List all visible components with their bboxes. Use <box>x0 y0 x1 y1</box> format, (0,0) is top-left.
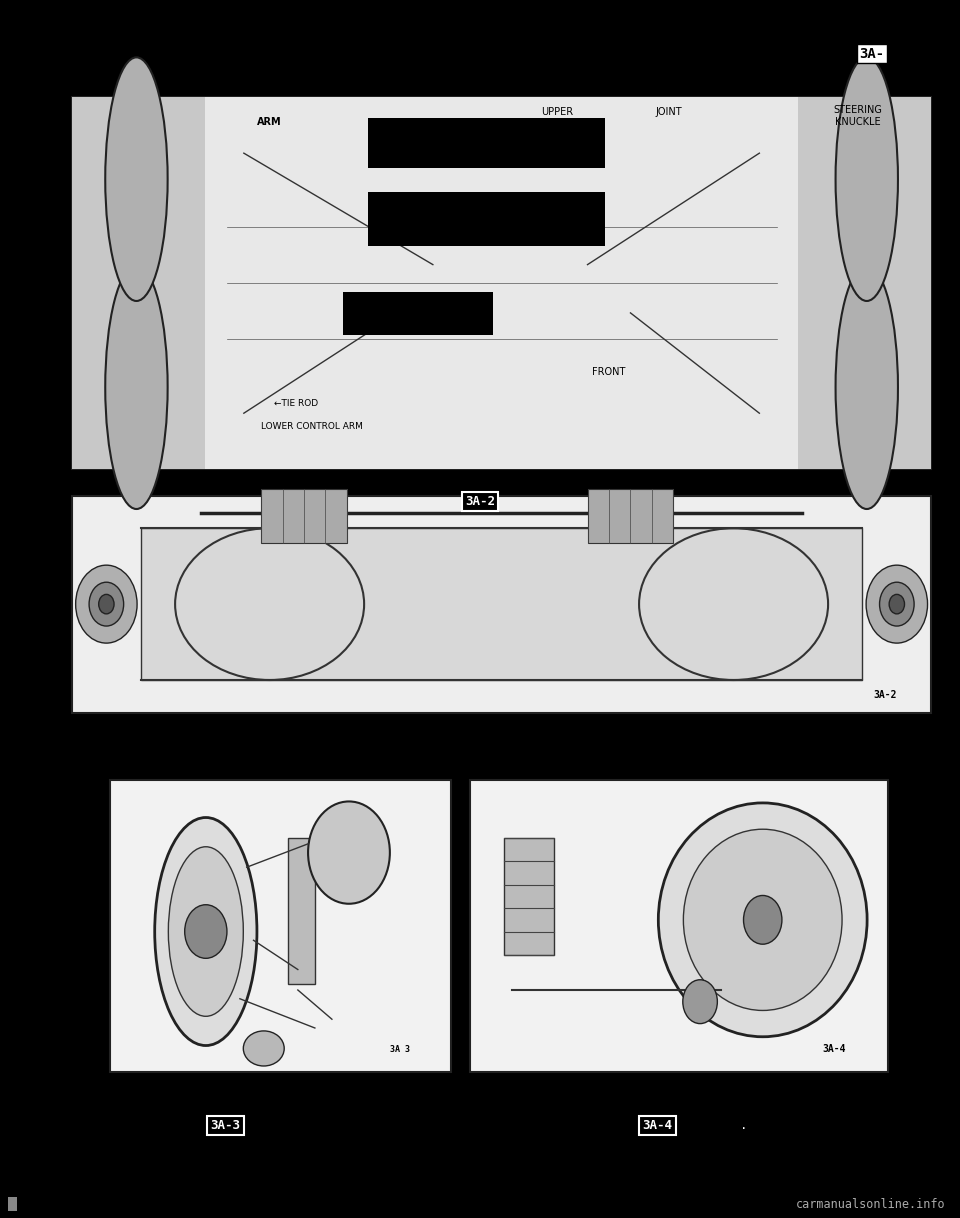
Text: 3A-2: 3A-2 <box>465 496 495 508</box>
Text: STEERING MAST: STEERING MAST <box>395 219 468 228</box>
Bar <box>288 838 315 984</box>
Text: JOINT: JOINT <box>656 107 683 117</box>
Bar <box>588 490 674 543</box>
Ellipse shape <box>168 847 243 1016</box>
Text: 3A-2: 3A-2 <box>874 689 897 699</box>
Bar <box>110 780 451 1072</box>
Text: 3A-3: 3A-3 <box>210 1119 241 1132</box>
Text: LOWER CONTROL ARM: LOWER CONTROL ARM <box>261 421 363 431</box>
Bar <box>261 490 347 543</box>
Ellipse shape <box>243 1030 284 1066</box>
Circle shape <box>184 905 227 959</box>
Ellipse shape <box>106 266 168 509</box>
Bar <box>369 192 605 246</box>
Text: 3A-: 3A- <box>859 46 884 61</box>
Circle shape <box>76 565 137 643</box>
Text: STEERING: STEERING <box>833 106 882 116</box>
Bar <box>798 97 931 469</box>
Text: 3A 3: 3A 3 <box>391 1045 410 1055</box>
Circle shape <box>866 565 927 643</box>
Bar <box>72 97 205 469</box>
Circle shape <box>683 979 717 1023</box>
Text: 3A-4: 3A-4 <box>642 1119 673 1132</box>
Bar <box>8 1197 17 1211</box>
Text: ←TIE ROD: ←TIE ROD <box>274 400 318 408</box>
Bar <box>470 780 888 1072</box>
Bar <box>343 292 493 335</box>
Text: ARM: ARM <box>257 117 282 127</box>
Ellipse shape <box>106 57 168 301</box>
Bar <box>205 97 798 469</box>
Bar <box>504 838 554 955</box>
Text: UNIVERSAL JOINT: UNIVERSAL JOINT <box>377 234 455 244</box>
Text: carmanualsonline.info: carmanualsonline.info <box>796 1197 946 1211</box>
Bar <box>72 496 931 713</box>
Circle shape <box>99 594 114 614</box>
Ellipse shape <box>308 801 390 904</box>
Text: 3A-4: 3A-4 <box>823 1044 847 1055</box>
Circle shape <box>743 895 782 944</box>
Circle shape <box>879 582 914 626</box>
Ellipse shape <box>835 266 898 509</box>
Text: FRONT: FRONT <box>592 368 626 378</box>
Text: UPPER: UPPER <box>541 107 573 117</box>
Ellipse shape <box>835 57 898 301</box>
Circle shape <box>89 582 124 626</box>
Ellipse shape <box>155 817 257 1045</box>
Circle shape <box>889 594 904 614</box>
Bar <box>369 118 605 168</box>
Ellipse shape <box>659 803 867 1037</box>
Text: .: . <box>740 1119 748 1132</box>
Text: KNUCKLE: KNUCKLE <box>835 117 881 127</box>
Bar <box>141 529 862 680</box>
Ellipse shape <box>684 829 842 1011</box>
Bar <box>72 97 931 469</box>
